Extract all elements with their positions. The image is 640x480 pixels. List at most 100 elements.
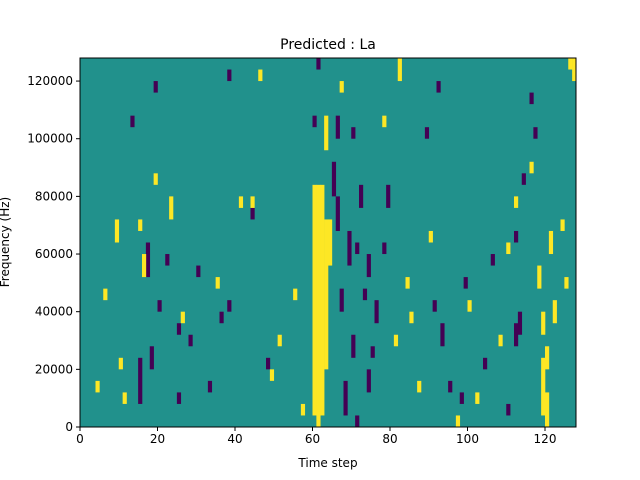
heatmap-cell-high [428,230,433,243]
heatmap-cell-low [266,357,271,370]
heatmap-cell-high [548,230,554,255]
heatmap-cell-low [138,357,143,404]
heatmap-cell-high [409,311,414,324]
heatmap-cell-low [351,127,356,139]
heatmap-cell-high [475,392,480,404]
y-tick-label: 40000 [35,305,73,319]
heatmap-cell-low [207,380,213,393]
heatmap-cell-low [339,288,344,312]
heatmap-cell-low [196,265,201,278]
y-tick-label: 20000 [35,362,73,376]
y-axis-label: Frequency (Hz) [0,197,12,288]
heatmap-cell-high [316,184,321,427]
heatmap-cell-low [440,323,445,347]
heatmap-cell-low [343,380,348,416]
x-tick-label: 120 [534,432,557,446]
heatmap-cell-high [320,184,325,416]
heatmap-cell-low [386,184,391,208]
heatmap-cell-low [514,230,519,243]
heatmap-cell-high [103,288,108,301]
x-tick-label: 60 [305,432,320,446]
x-axis-label: Time step [297,456,357,470]
heatmap-cell-low [514,323,519,347]
heatmap-cell-high [324,115,329,151]
heatmap-cell-high [455,415,461,427]
heatmap-cell-high [560,219,565,231]
heatmap-cell-low [533,127,538,139]
heatmap-cells [95,58,577,427]
heatmap-cell-low [432,300,437,312]
heatmap-cell-low [227,69,232,82]
heatmap-cell-low [335,115,340,139]
heatmap-cell-low [165,254,170,266]
heatmap-cell-low [250,207,255,220]
heatmap-cell-low [359,184,364,208]
heatmap-cell-high [397,58,402,82]
x-tick-label: 0 [76,432,84,446]
plot-frame [79,57,577,428]
heatmap-cell-high [328,219,333,266]
heatmap-cell-low [490,254,495,266]
heatmap-cell-low [176,392,182,404]
heatmap-cell-high [153,173,158,185]
heatmap-cell-high [258,69,263,82]
heatmap-cell-low [188,334,193,347]
heatmap-cell-high [169,196,174,220]
heatmap-cell-low [130,115,135,128]
chart-title: Predicted : La [280,37,376,53]
heatmap-cell-low [366,369,371,393]
heatmap-cell-high [572,58,577,82]
heatmap-cell-high [142,254,147,278]
heatmap-cell-low [483,357,488,370]
heatmap-cell-high [300,403,306,416]
heatmap-cell-high [293,288,298,301]
heatmap-cell-low [424,127,430,139]
heatmap-cell-high [552,300,557,324]
heatmap-cell-low [448,380,453,393]
heatmap-cell-low [347,230,352,266]
heatmap-cell-low [149,346,154,370]
heatmap-cell-low [157,300,162,312]
heatmap-cell-low [153,81,158,93]
y-tick-label: 100000 [27,132,73,146]
y-tick-label: 80000 [35,189,73,203]
heatmap-cell-high [312,184,317,416]
x-axis: 0 20 40 60 80 100 120 [76,427,556,446]
heatmap-cell-low [366,254,371,278]
heatmap-cell-high [568,58,573,70]
heatmap-cell-high [393,334,399,347]
heatmap-cell-high [138,219,143,231]
heatmap-cell-high [269,369,275,381]
heatmap-cell-high [498,334,503,347]
x-tick-label: 80 [382,432,397,446]
heatmap-cell-low [374,300,379,324]
heatmap-cell-low [370,346,375,358]
heatmap-cell-low [176,323,182,335]
heatmap-cell-high [405,277,410,289]
heatmap-cell-low [316,58,321,70]
heatmap-cell-low [529,92,534,105]
x-tick-label: 40 [227,432,242,446]
heatmap-cell-low [517,311,523,335]
plot-area [79,57,577,428]
heatmap-cell-high [545,392,550,427]
x-tick-label: 100 [456,432,479,446]
y-axis: 0 20000 40000 60000 80000 100000 120000 [27,74,80,434]
heatmap-cell-high [541,357,546,416]
heatmap-cell-high [541,311,546,335]
heatmap-cell-high [118,357,123,370]
heatmap-cell-high [545,346,550,370]
heatmap-cell-high [467,300,472,312]
heatmap-cell-high [324,219,329,370]
heatmap-cell-high [215,277,220,289]
heatmap-cell-low [145,242,151,278]
y-tick-label: 0 [65,420,73,434]
heatmap-cell-high [238,196,244,208]
heatmap-cell-high [95,380,100,393]
heatmap-cell-low [312,115,317,128]
heatmap-cell-low [335,196,340,231]
heatmap-cell-high [277,334,282,347]
heatmap-cell-low [227,300,232,312]
heatmap-cell-high [114,219,120,243]
